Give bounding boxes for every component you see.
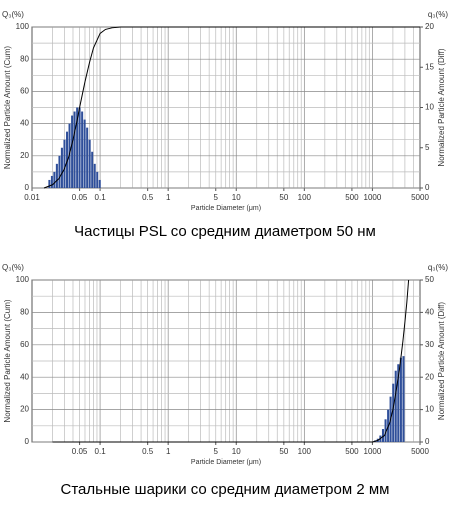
bar [76, 107, 79, 188]
x-tick-label: 0.01 [24, 193, 40, 202]
bar [55, 163, 58, 188]
bar [96, 171, 99, 188]
y2-tick-label: 40 [425, 308, 434, 317]
y-tick-label: 60 [20, 340, 29, 349]
bar [48, 179, 51, 188]
x-tick-label: 50 [279, 193, 288, 202]
bar [381, 429, 385, 442]
bar [58, 155, 61, 188]
bar [86, 127, 89, 188]
y2-axis-title: q₃(%) [428, 10, 448, 19]
y-axis-label: Normalized Particle Amount (Cum) [3, 46, 12, 169]
bar [399, 357, 402, 442]
bar [71, 115, 74, 188]
y-tick-label: 20 [20, 151, 29, 160]
x-tick-label: 50 [279, 447, 288, 456]
x-tick-label: 10 [232, 447, 241, 456]
y2-tick-label: 0 [425, 437, 430, 446]
y-tick-label: 100 [16, 275, 30, 284]
cumulative-line [43, 26, 420, 189]
bar [60, 147, 63, 188]
bar [392, 383, 395, 442]
x-axis-label: Particle Diameter (μm) [191, 205, 261, 212]
x-tick-label: 5000 [411, 193, 429, 202]
y2-tick-label: 10 [425, 103, 434, 112]
x-tick-label: 1 [166, 447, 171, 456]
y2-tick-label: 15 [425, 62, 434, 71]
bar [91, 151, 94, 188]
bar [83, 119, 86, 188]
y-tick-label: 40 [20, 372, 29, 381]
bar [78, 107, 81, 188]
bar [63, 139, 66, 188]
y-tick-label: 0 [25, 437, 30, 446]
bar [98, 179, 101, 188]
x-tick-label: 0.05 [72, 193, 88, 202]
bar [81, 111, 84, 188]
y-tick-label: 80 [20, 308, 29, 317]
bar [73, 111, 76, 188]
bar [384, 419, 387, 442]
y2-tick-label: 5 [425, 143, 430, 152]
y-axis-title: Q₃(%) [2, 10, 24, 19]
x-axis-label: Particle Diameter (μm) [191, 459, 261, 466]
bar [88, 139, 91, 188]
y-tick-label: 0 [25, 183, 30, 192]
bar [402, 356, 405, 442]
y2-tick-label: 0 [425, 183, 430, 192]
x-tick-label: 100 [298, 447, 312, 456]
x-tick-label: 10 [232, 193, 241, 202]
x-tick-label: 0.1 [95, 193, 107, 202]
y2-tick-label: 50 [425, 275, 434, 284]
x-tick-label: 100 [298, 193, 312, 202]
bar [50, 175, 53, 188]
y-axis-label: Normalized Particle Amount (Cum) [3, 299, 12, 422]
x-tick-label: 500 [345, 447, 359, 456]
x-tick-label: 1 [166, 193, 171, 202]
y2-axis-title: q₃(%) [428, 263, 448, 272]
y-tick-label: 60 [20, 87, 29, 96]
y-tick-label: 20 [20, 405, 29, 414]
x-tick-label: 0.05 [72, 447, 88, 456]
bar [394, 370, 397, 442]
cumulative-line [52, 279, 410, 443]
y-axis-title: Q₃(%) [2, 263, 24, 272]
x-tick-label: 5 [214, 447, 219, 456]
x-tick-label: 1000 [364, 193, 382, 202]
x-tick-label: 500 [345, 193, 359, 202]
y-tick-label: 100 [16, 22, 30, 31]
y2-tick-label: 20 [425, 372, 434, 381]
x-tick-label: 0.1 [95, 447, 107, 456]
y2-axis-label: Normalized Particle Amount (Diff) [437, 302, 446, 420]
y-tick-label: 80 [20, 54, 29, 63]
bar [397, 364, 400, 442]
y2-tick-label: 20 [425, 22, 434, 31]
y2-axis-label: Normalized Particle Amount (Diff) [437, 48, 446, 166]
bar [93, 163, 96, 188]
y2-tick-label: 10 [425, 405, 434, 414]
caption: Стальные шарики со средним диаметром 2 м… [61, 481, 390, 498]
x-tick-label: 5 [214, 193, 219, 202]
bar [66, 131, 69, 188]
x-tick-label: 5000 [411, 447, 429, 456]
y2-tick-label: 30 [425, 340, 434, 349]
bar [53, 171, 56, 188]
caption: Частицы PSL со средним диаметром 50 нм [74, 223, 376, 240]
x-tick-label: 1000 [364, 447, 382, 456]
y-tick-label: 40 [20, 119, 29, 128]
x-tick-label: 0.5 [142, 193, 154, 202]
x-tick-label: 0.5 [142, 447, 154, 456]
